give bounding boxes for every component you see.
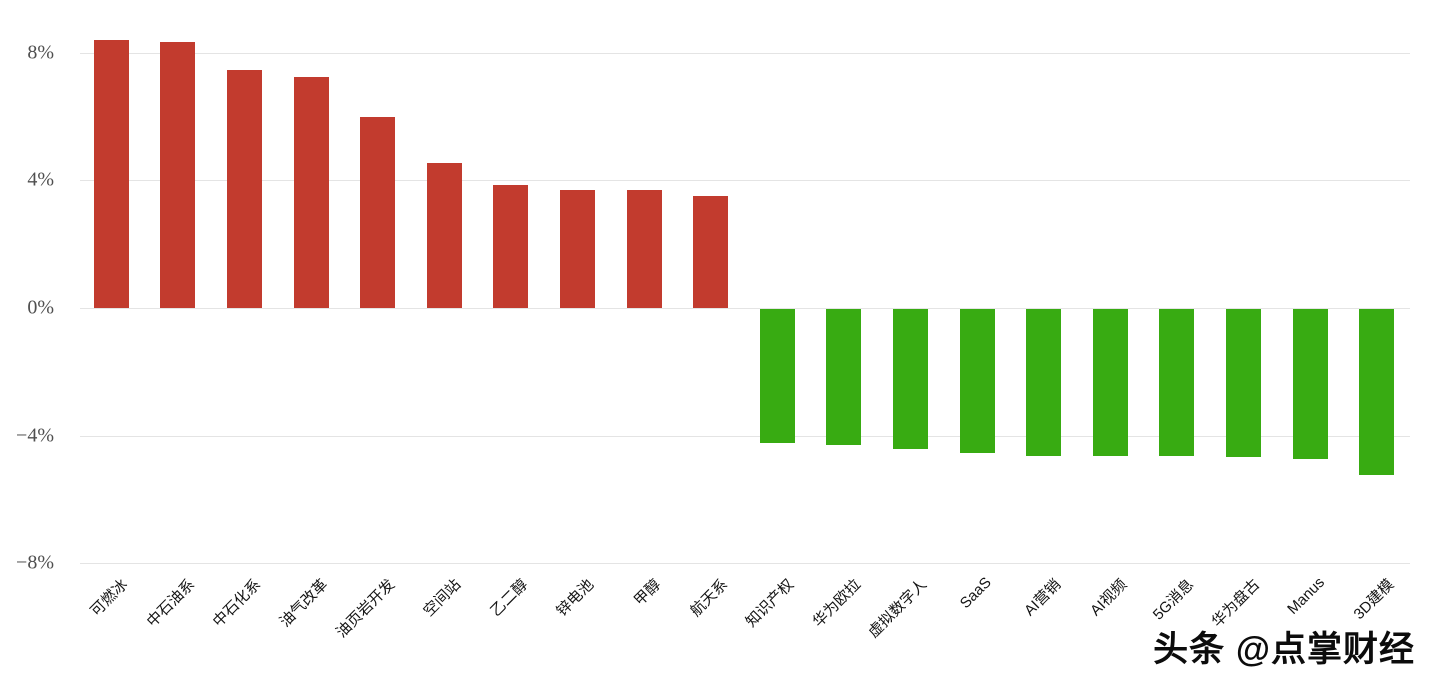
bar (93, 40, 129, 308)
bar (560, 189, 595, 308)
y-axis-label: 4% (27, 168, 54, 191)
bar (1026, 309, 1062, 456)
x-axis-label: Manus (1284, 574, 1329, 618)
x-axis-label: 虚拟数字人 (865, 576, 931, 642)
bar (826, 309, 862, 445)
gridline (80, 52, 1410, 54)
y-axis-label: −4% (16, 424, 54, 447)
bar (1226, 309, 1261, 458)
gridline (80, 563, 1410, 565)
x-axis-label: 锌电池 (553, 576, 598, 620)
x-axis-label: 空间站 (420, 576, 465, 620)
x-axis-label: 可燃冰 (87, 576, 132, 620)
x-axis-label: 知识产权 (742, 576, 798, 631)
x-axis-label: 油页岩开发 (332, 576, 398, 642)
bar (160, 41, 196, 308)
x-axis-label: 中石油系 (143, 576, 199, 631)
gridline (80, 435, 1410, 437)
bar (1292, 309, 1328, 459)
bar (693, 196, 729, 308)
y-axis-label: 8% (27, 41, 54, 64)
x-axis-label: 乙二醇 (487, 576, 532, 620)
bar (893, 309, 928, 450)
bar (1159, 309, 1195, 456)
bar (227, 70, 262, 308)
x-axis-label: AI营销 (1020, 576, 1064, 620)
bar (1359, 309, 1395, 475)
x-axis-label: 油气改革 (276, 576, 332, 631)
watermark: 头条 @点掌财经 (1153, 630, 1415, 669)
x-axis-label: 中石化系 (210, 576, 265, 631)
bar (1092, 309, 1128, 456)
x-axis-label: SaaS (957, 574, 996, 612)
gridline (80, 180, 1410, 182)
x-axis-label: 航天系 (686, 576, 731, 620)
y-axis-label: 0% (27, 296, 54, 319)
x-axis-label: 甲醇 (631, 576, 665, 610)
bar (360, 116, 396, 308)
x-axis-label: 华为欧拉 (809, 576, 865, 631)
x-axis-label: 3D建模 (1350, 576, 1397, 623)
bar (959, 309, 995, 453)
gridline (80, 308, 1410, 309)
bar (493, 185, 529, 308)
x-axis-label: 5G消息 (1149, 576, 1198, 624)
bar (626, 189, 662, 308)
x-axis-label: AI视频 (1087, 576, 1131, 620)
bar (759, 309, 795, 443)
bar (293, 76, 329, 308)
y-axis-label: −8% (16, 551, 54, 574)
bar (426, 162, 462, 308)
